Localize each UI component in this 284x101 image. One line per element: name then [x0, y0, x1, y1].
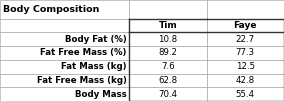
Bar — [207, 19, 284, 32]
Bar — [0, 0, 129, 19]
Bar — [207, 0, 284, 19]
Text: 7.6: 7.6 — [161, 62, 175, 71]
Bar — [0, 19, 129, 32]
Bar — [129, 32, 207, 46]
Text: Body Fat (%): Body Fat (%) — [65, 35, 126, 44]
Text: 22.7: 22.7 — [236, 35, 255, 44]
Bar — [0, 60, 129, 74]
Text: Faye: Faye — [233, 21, 257, 30]
Bar — [207, 87, 284, 101]
Text: Tim: Tim — [158, 21, 177, 30]
Text: Fat Free Mass (%): Fat Free Mass (%) — [40, 48, 126, 57]
Bar — [207, 60, 284, 74]
Bar — [0, 74, 129, 87]
Bar — [207, 74, 284, 87]
Text: 77.3: 77.3 — [236, 48, 255, 57]
Bar — [207, 32, 284, 46]
Text: 12.5: 12.5 — [236, 62, 255, 71]
Bar — [129, 74, 207, 87]
Text: Fat Mass (kg): Fat Mass (kg) — [61, 62, 126, 71]
Bar — [207, 46, 284, 60]
Text: Fat Free Mass (kg): Fat Free Mass (kg) — [37, 76, 126, 85]
Bar — [129, 46, 207, 60]
Text: 42.8: 42.8 — [236, 76, 255, 85]
Text: 89.2: 89.2 — [158, 48, 178, 57]
Bar — [129, 0, 207, 19]
Bar — [0, 32, 129, 46]
Bar — [0, 46, 129, 60]
Text: Body Mass: Body Mass — [75, 90, 126, 99]
Bar — [129, 87, 207, 101]
Text: Body Composition: Body Composition — [3, 5, 99, 14]
Text: 55.4: 55.4 — [236, 90, 255, 99]
Bar — [129, 60, 207, 74]
Text: 10.8: 10.8 — [158, 35, 178, 44]
Bar — [129, 19, 207, 32]
Bar — [0, 87, 129, 101]
Text: 70.4: 70.4 — [158, 90, 178, 99]
Text: 62.8: 62.8 — [158, 76, 178, 85]
